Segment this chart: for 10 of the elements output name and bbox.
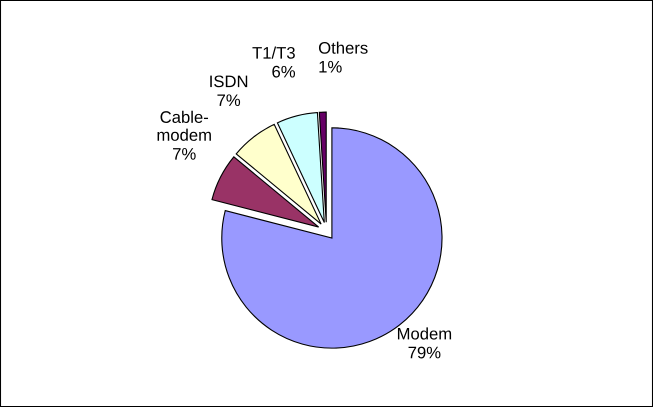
slice-label: Cable-modem xyxy=(158,110,211,141)
data-label: 7% xyxy=(217,94,240,106)
data-label: 6% xyxy=(272,66,296,78)
data-label: 7% xyxy=(173,148,196,160)
data-label: 1% xyxy=(319,60,342,73)
slice-label: Others xyxy=(318,42,368,54)
slice-label: Modem xyxy=(398,327,452,340)
data-label: 79% xyxy=(408,346,440,358)
slice-label: ISDN xyxy=(210,75,248,88)
slice-label: T1/T3 xyxy=(252,46,295,59)
